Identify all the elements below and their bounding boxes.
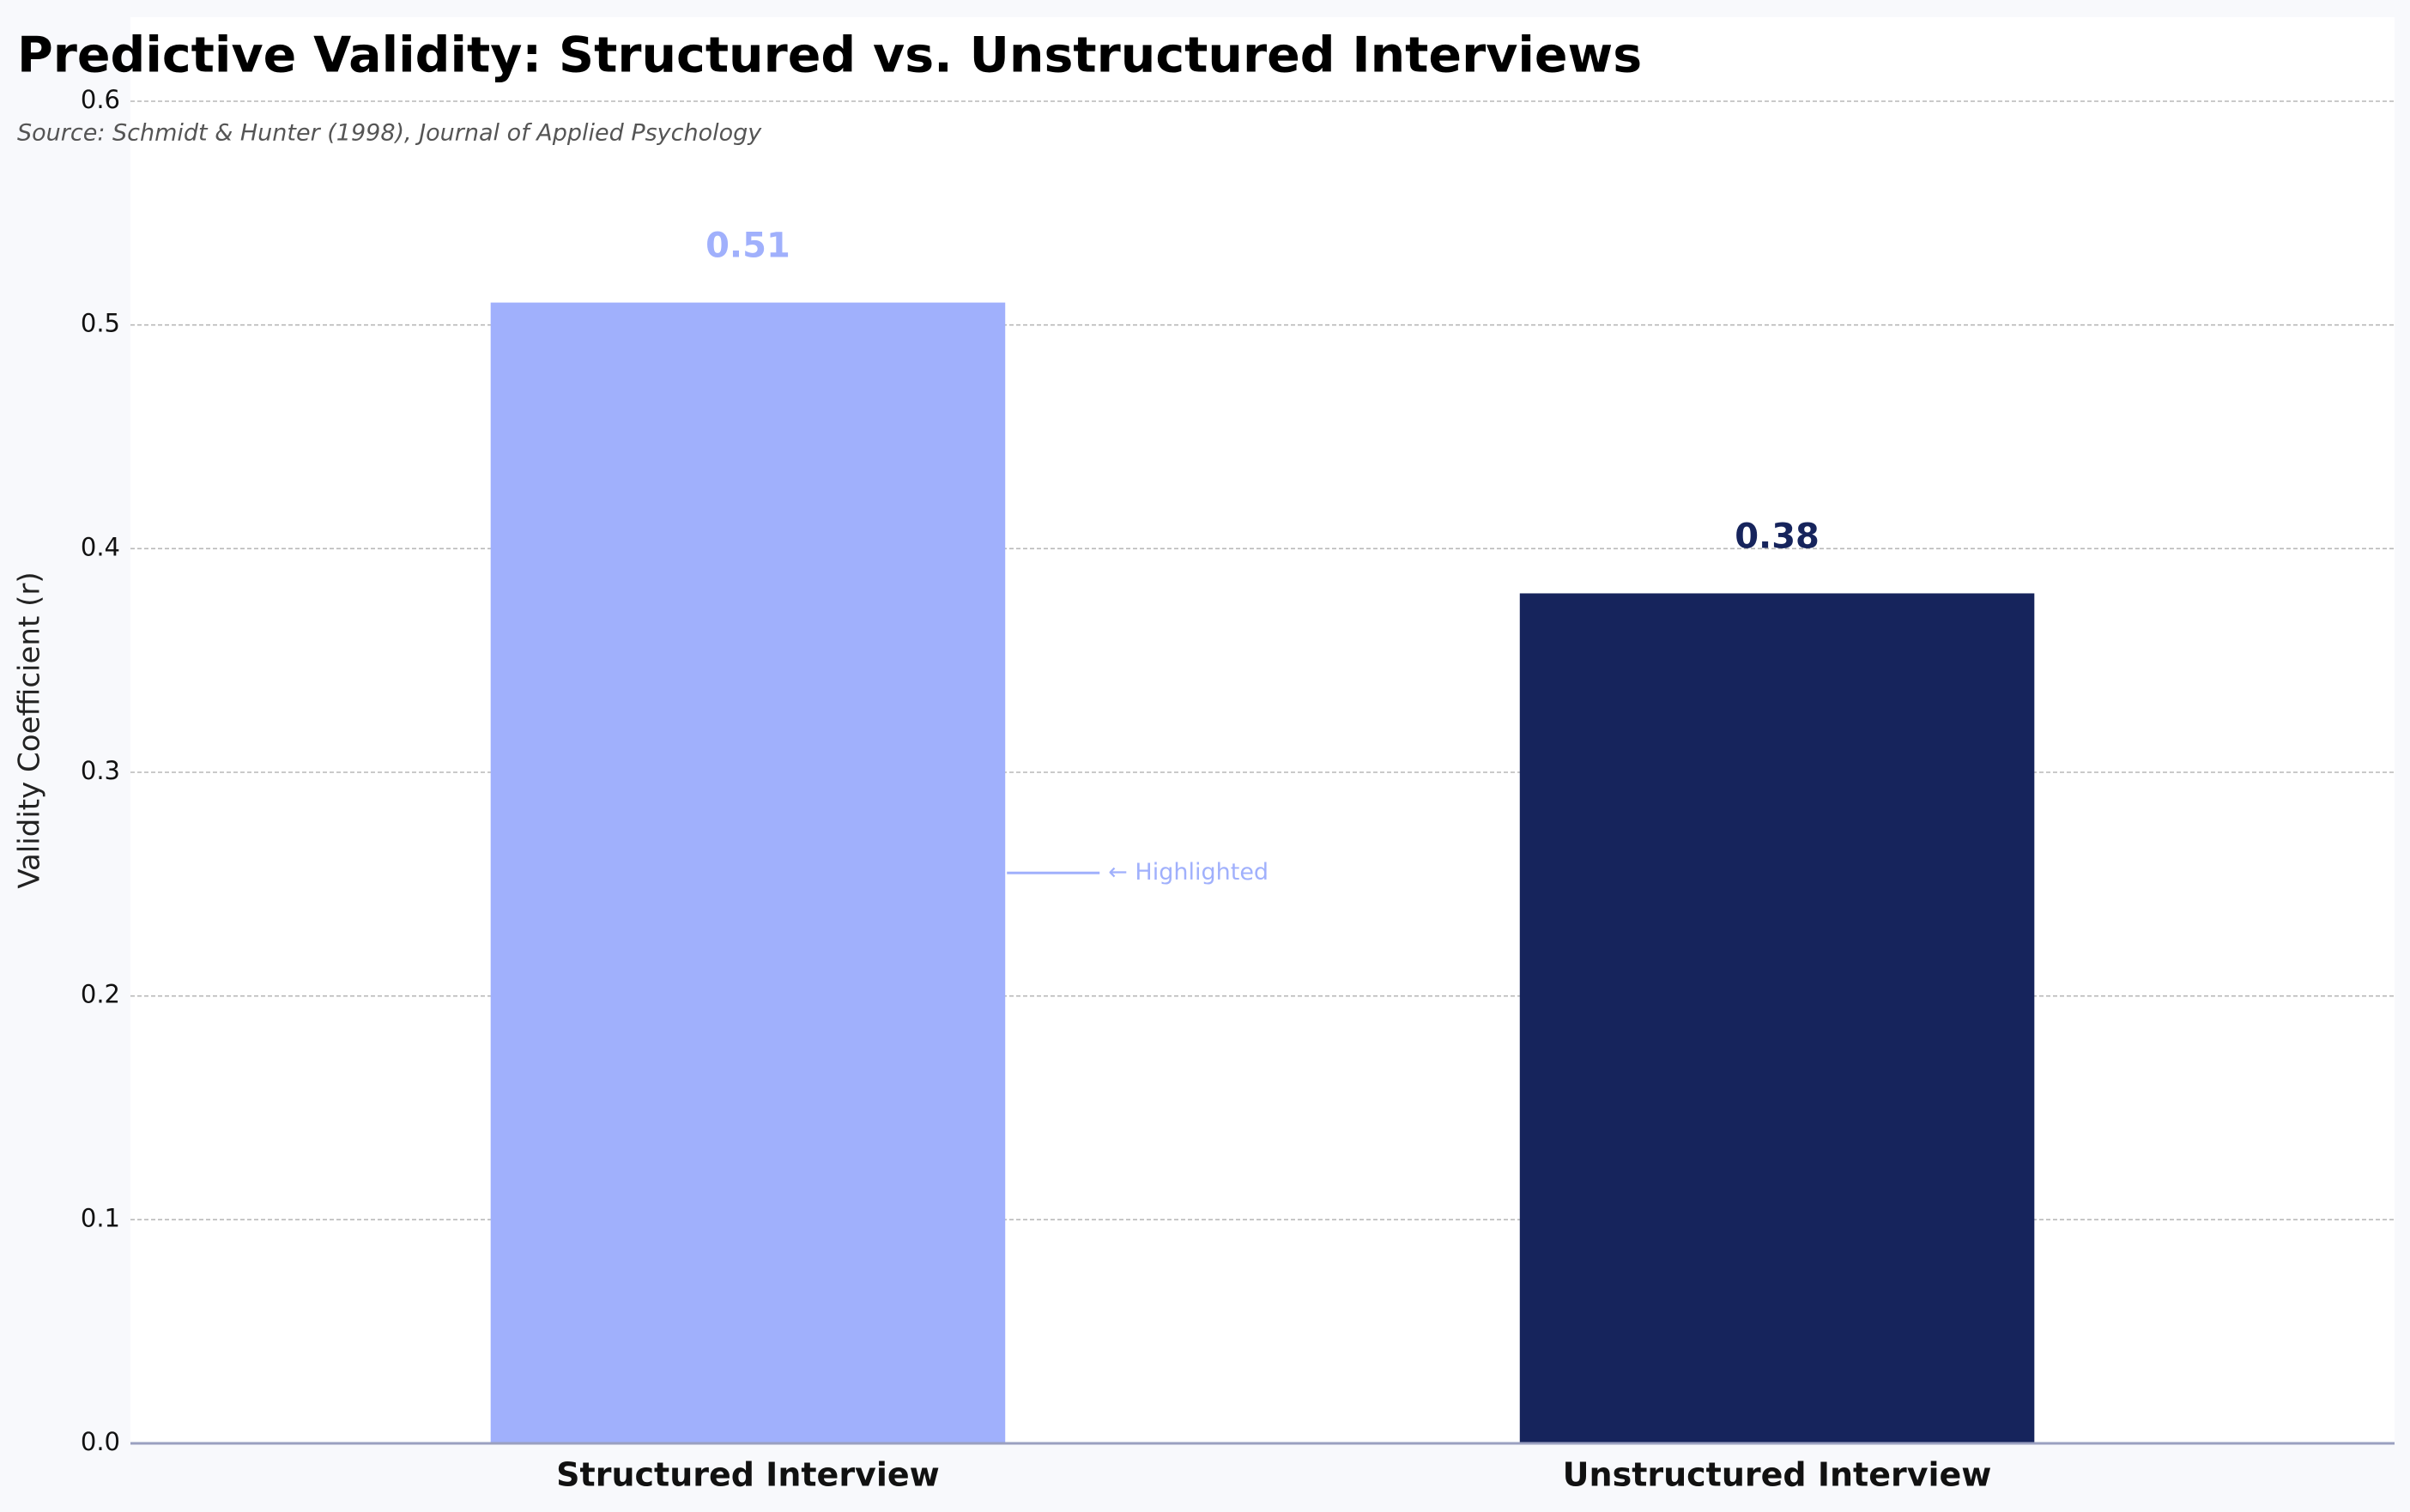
y-tick-label: 0.6	[81, 85, 120, 114]
x-tick-label: Unstructured Interview	[1563, 1456, 1992, 1494]
y-tick-label: 0.0	[81, 1427, 120, 1456]
y-tick-label: 0.3	[81, 756, 120, 785]
y-axis-label: Validity Coefficient (r)	[13, 572, 47, 888]
chart-title: Predictive Validity: Structured vs. Unst…	[17, 27, 1642, 84]
y-tick-label: 0.5	[81, 309, 120, 338]
chart-subtitle: Source: Schmidt & Hunter (1998), Journal…	[17, 120, 762, 147]
annotation: ← Highlighted	[1108, 859, 1269, 886]
bar	[490, 302, 1006, 1444]
value-label: 0.38	[1735, 517, 1820, 556]
x-tick-label: Structured Interview	[556, 1456, 940, 1494]
y-tick-label: 0.1	[81, 1203, 120, 1232]
y-tick-label: 0.2	[81, 980, 120, 1009]
y-tick-label: 0.4	[81, 532, 120, 561]
value-label: 0.51	[705, 227, 790, 266]
bar	[1519, 593, 2035, 1443]
plot-background	[130, 17, 2395, 1443]
